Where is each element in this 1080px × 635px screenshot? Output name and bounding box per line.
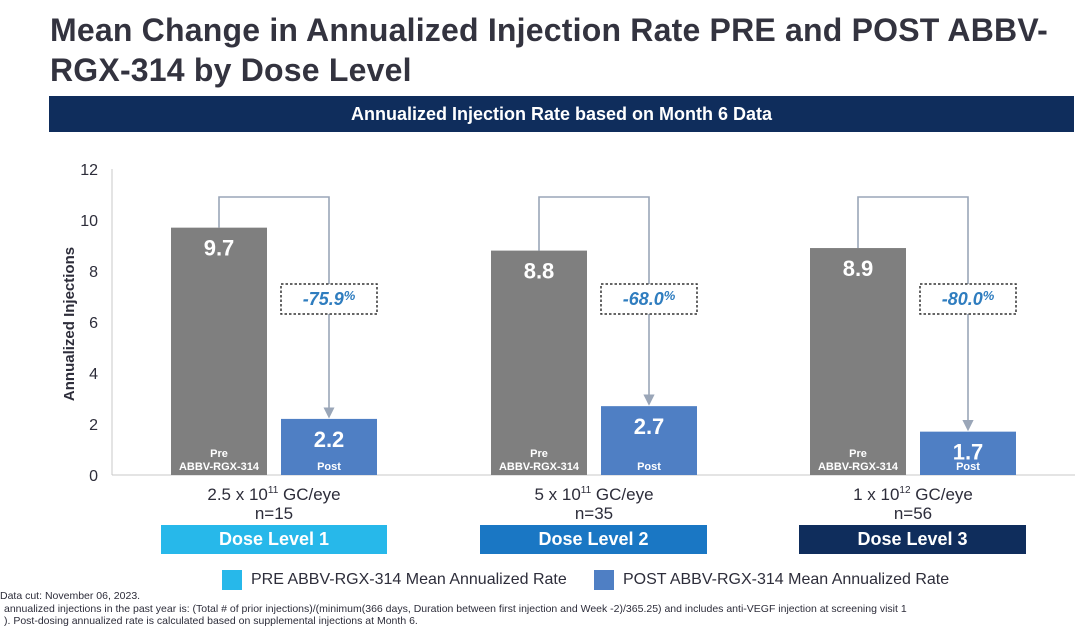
dose-level-3-label: Dose Level 3: [799, 525, 1026, 554]
post-bar: [601, 406, 697, 475]
y-tick-label: 6: [89, 315, 98, 332]
percent-change-box: [600, 283, 698, 315]
dose-level-1-label: Dose Level 1: [161, 525, 387, 554]
percent-change-value: -68.0%: [623, 288, 676, 309]
pre-bar-label-line1: Pre: [210, 448, 228, 460]
legend-label-post: POST ABBV-RGX-314 Mean Annualized Rate: [623, 571, 950, 588]
pre-bar-value: 9.7: [204, 236, 235, 261]
sample-size: n=35: [575, 504, 613, 523]
dose-amount: 5 x 1011 GC/eye: [534, 485, 653, 504]
pre-bar-label-line1: Pre: [530, 448, 548, 460]
post-bar-value: 1.7: [953, 440, 984, 465]
post-bar-value: 2.2: [314, 427, 345, 452]
pre-bar: [491, 250, 587, 475]
legend-item-pre: PRE ABBV-RGX-314 Mean Annualized Rate: [222, 570, 567, 590]
legend-item-post: POST ABBV-RGX-314 Mean Annualized Rate: [594, 570, 949, 590]
pre-bar: [171, 227, 267, 475]
chart-subtitle-banner: Annualized Injection Rate based on Month…: [49, 96, 1074, 132]
pre-bar-label-line2: ABBV-RGX-314: [179, 461, 260, 473]
y-tick-label: 2: [89, 417, 98, 434]
y-axis-title: Annualized Injections: [61, 247, 78, 401]
percent-change-value: -80.0%: [942, 288, 995, 309]
dose-level-1-text: Dose Level 1: [218, 529, 330, 549]
post-bar-label: Post: [637, 461, 661, 473]
post-bar-value: 2.7: [634, 414, 665, 439]
sample-size: n=15: [255, 504, 293, 523]
pre-bar-label-line2: ABBV-RGX-314: [499, 461, 580, 473]
post-bar: [281, 418, 377, 475]
footnote-post-dosing: ). Post-dosing annualized rate is calcul…: [4, 615, 418, 627]
footnote-definition: annualized injections in the past year i…: [4, 603, 907, 615]
legend-label-pre: PRE ABBV-RGX-314 Mean Annualized Rate: [251, 571, 567, 588]
percent-change-value: -75.9%: [303, 288, 356, 309]
pre-bar-value: 8.8: [524, 259, 555, 284]
percent-change-box: [919, 283, 1017, 315]
pre-bar-label-line1: Pre: [849, 448, 867, 460]
post-bar: [920, 431, 1016, 475]
dose-level-2-label: Dose Level 2: [480, 525, 707, 554]
pre-bar: [810, 248, 906, 475]
footnote-data-cut: Data cut: November 06, 2023.: [0, 590, 141, 602]
legend-swatch-post: [594, 570, 614, 590]
post-bar-label: Post: [956, 461, 980, 473]
pre-bar-value: 8.9: [843, 256, 874, 281]
dose-level-3-text: Dose Level 3: [857, 529, 968, 549]
sample-size: n=56: [894, 504, 932, 523]
y-tick-label: 12: [80, 162, 98, 179]
y-tick-label: 4: [89, 366, 98, 383]
dose-level-2-text: Dose Level 2: [538, 529, 649, 549]
y-tick-label: 10: [80, 213, 98, 230]
legend-swatch-pre: [222, 570, 242, 590]
pre-bar-label-line2: ABBV-RGX-314: [818, 461, 899, 473]
percent-change-box: [280, 283, 378, 315]
page-title: Mean Change in Annualized Injection Rate…: [50, 12, 1048, 88]
chart-subtitle: Annualized Injection Rate based on Month…: [350, 103, 773, 124]
y-tick-label: 0: [89, 468, 98, 485]
dose-amount: 2.5 x 1011 GC/eye: [207, 485, 340, 504]
y-tick-label: 8: [89, 264, 98, 281]
dose-amount: 1 x 1012 GC/eye: [853, 485, 973, 504]
post-bar-label: Post: [317, 461, 341, 473]
